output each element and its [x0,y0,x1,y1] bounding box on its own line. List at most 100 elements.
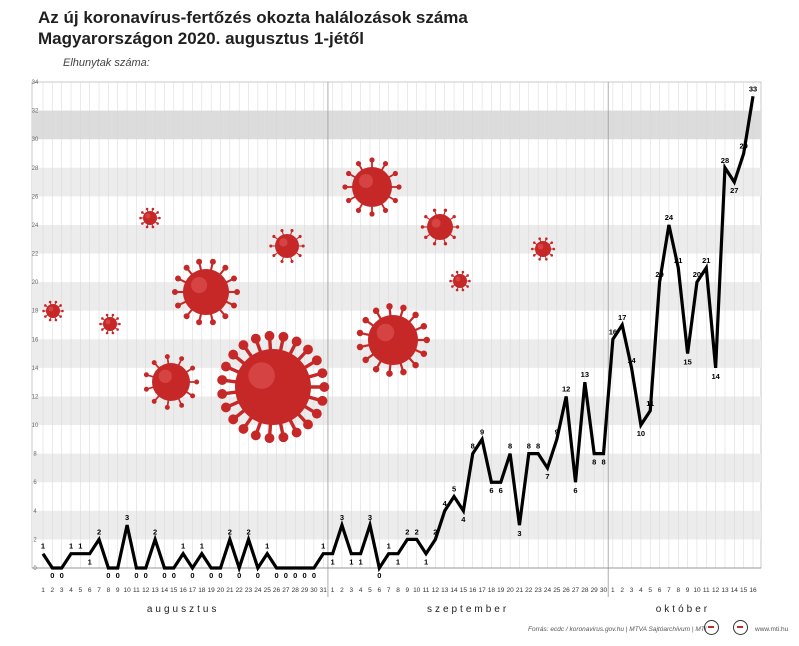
virus-body [275,234,299,258]
x-tick-label: 27 [282,587,290,594]
virus-spike-tip [54,318,58,322]
virus-highlight [105,319,111,325]
x-tick-label: 7 [667,587,671,594]
virus-spike-tip [290,229,294,233]
data-label: 0 [162,571,166,580]
virus-spike-tip [452,214,456,219]
x-tick-label: 14 [450,587,458,594]
data-label: 10 [637,429,645,438]
virus-highlight [158,369,172,383]
virus-highlight [359,174,373,188]
virus-body [427,214,453,240]
virus-spike-tip [342,184,348,190]
virus-spike-tip [532,241,536,244]
x-tick-label: 21 [516,587,524,594]
mti-logo-icon [733,620,748,635]
data-label: 0 [106,571,110,580]
data-label: 14 [711,372,720,381]
horizontal-band [32,282,761,311]
virus-spike-tip [145,225,149,229]
virus-spike-tip [451,285,454,288]
virus-spike-tip [545,257,548,261]
data-label: 2 [246,527,250,536]
data-label: 14 [627,356,636,365]
virus-spike-tip [545,237,548,241]
virus-spike-tip [234,289,241,295]
data-label: 28 [721,156,729,165]
data-label: 0 [218,571,222,580]
virus-spike-tip [432,208,437,212]
virus-icon [342,157,402,217]
website-link[interactable]: www.mti.hu [755,626,789,633]
virus-body [143,211,157,225]
data-label: 8 [527,442,531,451]
x-tick-label: 30 [600,587,608,594]
data-label: 8 [471,442,475,451]
virus-spike-tip [461,270,465,274]
virus-spike-tip [209,258,216,265]
virus-spike-tip [355,207,362,213]
virus-spike-tip [280,229,284,233]
x-tick-label: 31 [320,587,328,594]
virus-spike-tip [372,365,380,373]
x-tick-label: 3 [630,587,634,594]
virus-spike-tip [382,207,389,213]
virus-spike-tip [455,270,459,274]
data-label: 20 [655,270,663,279]
data-label: 6 [489,486,493,495]
y-tick-label: 6 [33,480,37,486]
x-tick-label: 29 [301,587,309,594]
virus-spike-tip [183,264,190,271]
virus-spike-tip [269,244,273,248]
x-tick-label: 15 [460,587,468,594]
virus-spike-tip [179,356,185,362]
x-tick-label: 18 [198,587,206,594]
virus-spike-tip [209,319,216,326]
virus-spike-tip [291,427,302,438]
virus-spike-tip [420,225,425,229]
x-tick-label: 11 [423,587,430,594]
virus-spike-tip [278,432,289,443]
chart-title-line-2: Magyarországon 2020. augusztus 1-jétől [38,29,364,48]
x-tick-label: 24 [544,587,552,594]
virus-illustrations [42,157,556,444]
virus-spike-tip [171,289,178,295]
x-tick-label: 25 [553,587,561,594]
virus-spike-tip [143,372,149,378]
data-label: 1 [181,542,185,551]
x-tick-label: 13 [721,587,729,594]
virus-spike-tip [164,404,170,410]
virus-icon [171,258,241,326]
x-tick-label: 18 [488,587,496,594]
y-tick-label: 14 [32,366,39,372]
virus-spike-tip [356,329,364,337]
virus-spike-tip [362,316,369,324]
data-label: 0 [50,571,54,580]
x-tick-label: 22 [236,587,244,594]
data-label: 1 [424,558,428,567]
virus-spike-tip [272,234,276,239]
virus-spike-tip [105,331,109,335]
virus-spike-tip [550,241,554,244]
virus-spike-tip [61,309,64,313]
x-tick-label: 1 [41,587,45,594]
data-label: 20 [693,270,701,279]
virus-spike-tip [386,303,393,310]
data-label: 2 [405,527,409,536]
virus-spike-tip [111,313,115,317]
virus-spike-tip [175,302,182,309]
virus-spike-tip [466,274,469,277]
data-label: 7 [545,472,549,481]
virus-spike-tip [303,344,313,355]
virus-spike-tip [443,208,448,212]
data-label: 33 [749,84,757,93]
data-label: 15 [683,358,691,367]
virus-spike-tip [301,244,305,248]
x-tick-label: 10 [413,587,421,594]
data-label: 0 [312,571,316,580]
x-tick-label: 24 [254,587,262,594]
y-tick-label: 4 [33,509,37,515]
data-label: 27 [730,186,738,195]
virus-spike-tip [290,259,294,263]
